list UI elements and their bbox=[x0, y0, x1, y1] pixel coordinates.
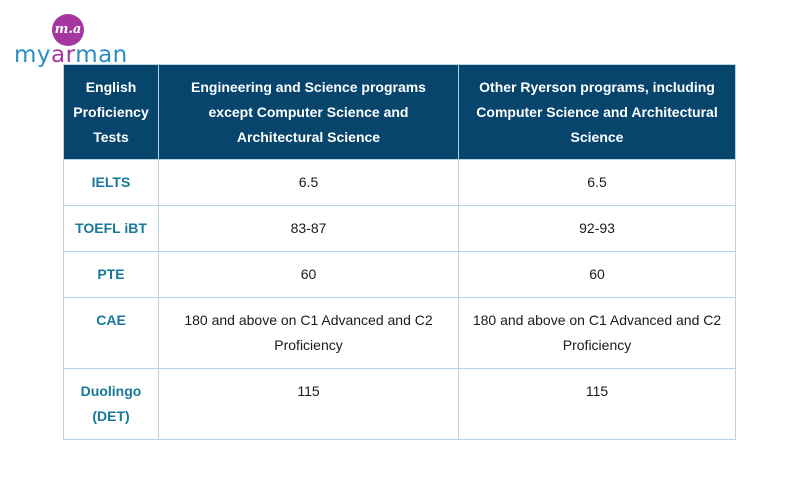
logo-wordmark: myarman bbox=[14, 42, 128, 68]
other-programs-score-cell: 60 bbox=[458, 251, 736, 298]
test-name-cell: PTE bbox=[63, 251, 159, 298]
logo-mark: m.a bbox=[52, 14, 84, 46]
other-programs-score-cell: 180 and above on C1 Advanced and C2 Prof… bbox=[458, 297, 736, 369]
table-row: PTE 60 60 bbox=[63, 251, 736, 298]
table-row: CAE 180 and above on C1 Advanced and C2 … bbox=[63, 297, 736, 369]
logo-word-part-ar: ar bbox=[51, 42, 76, 68]
header-engineering-science-programs: Engineering and Science programs except … bbox=[158, 64, 459, 160]
other-programs-score-cell: 6.5 bbox=[458, 159, 736, 206]
table-row: IELTS 6.5 6.5 bbox=[63, 159, 736, 206]
test-name-cell: IELTS bbox=[63, 159, 159, 206]
engineering-science-score-cell: 6.5 bbox=[158, 159, 459, 206]
other-programs-score-cell: 115 bbox=[458, 368, 736, 440]
table-row: Duolingo (DET) 115 115 bbox=[63, 368, 736, 440]
test-name-cell: CAE bbox=[63, 297, 159, 369]
myarman-logo: m.a myarman bbox=[14, 14, 128, 70]
logo-word-part-man: man bbox=[75, 42, 128, 68]
header-other-ryerson-programs: Other Ryerson programs, including Comput… bbox=[458, 64, 736, 160]
table-row: TOEFL iBT 83-87 92-93 bbox=[63, 205, 736, 252]
other-programs-score-cell: 92-93 bbox=[458, 205, 736, 252]
header-english-proficiency-tests: English Proficiency Tests bbox=[63, 64, 159, 160]
test-name-cell: TOEFL iBT bbox=[63, 205, 159, 252]
logo-word-part-my: my bbox=[14, 42, 52, 68]
english-proficiency-table: English Proficiency Tests Engineering an… bbox=[63, 64, 736, 440]
test-name-cell: Duolingo (DET) bbox=[63, 368, 159, 440]
engineering-science-score-cell: 60 bbox=[158, 251, 459, 298]
engineering-science-score-cell: 180 and above on C1 Advanced and C2 Prof… bbox=[158, 297, 459, 369]
table-header-row: English Proficiency Tests Engineering an… bbox=[63, 64, 736, 160]
engineering-science-score-cell: 83-87 bbox=[158, 205, 459, 252]
engineering-science-score-cell: 115 bbox=[158, 368, 459, 440]
